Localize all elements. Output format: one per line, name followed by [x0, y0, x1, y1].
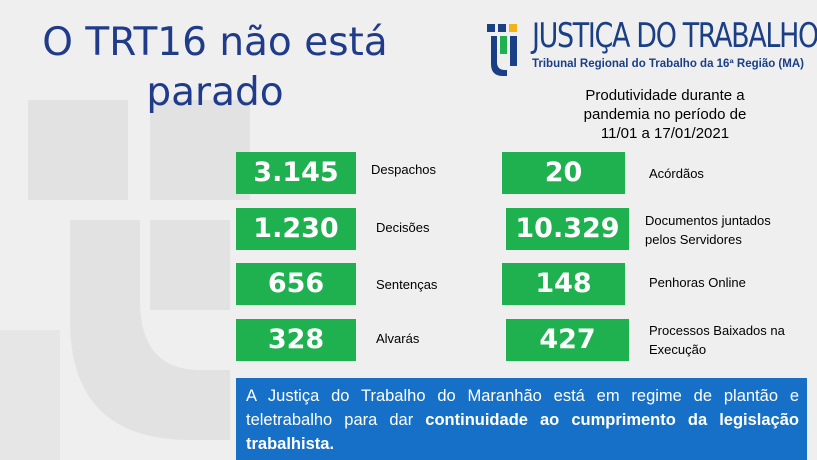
notice-text: A Justiça do Trabalho do Maranhão está e… [246, 387, 799, 429]
stat-label-acordaos: Acórdãos [649, 164, 704, 183]
stat-value-despachos: 3.145 [236, 152, 356, 194]
stat-label-penhoras-line-1: Penhoras Online [649, 275, 746, 290]
stat-value-processos-baixados: 427 [506, 319, 629, 361]
stat-label-documentos-juntados: Documentos juntados pelos Servidores [645, 211, 771, 249]
stat-label-despachos: Despachos [371, 162, 437, 177]
stat-label-acordaos-line-1: Acórdãos [649, 166, 704, 181]
stat-label-processos-line-1: Processos Baixados na [649, 323, 785, 338]
stat-label-processos-line-2: Execução [649, 342, 707, 357]
notice-box: A Justiça do Trabalho do Maranhão está e… [236, 378, 807, 460]
period-line-3: 11/01 a 17/01/2021 [600, 125, 730, 142]
stat-label-documentos-line-1: Documentos juntados [645, 213, 771, 228]
period-line-2: pandemia no período de [583, 106, 747, 123]
notice-text-emphasis: continuidade ao cumprimento da legislaçã… [246, 411, 799, 453]
stat-label-penhoras-online: Penhoras Online [649, 273, 746, 292]
logo-title: JUSTIÇA DO TRABALHO [532, 16, 817, 56]
headline-line-2: parado [146, 70, 284, 115]
stat-label-processos-baixados: Processos Baixados na Execução [649, 321, 785, 359]
justica-do-trabalho-logo: JUSTIÇA DO TRABALHO Tribunal Regional do… [485, 16, 817, 76]
logo-subtitle: Tribunal Regional do Trabalho da 16ª Reg… [532, 58, 804, 70]
stat-value-acordaos: 20 [502, 152, 625, 194]
stat-value-alvaras: 328 [236, 319, 356, 361]
stat-label-decisoes: Decisões [376, 220, 430, 235]
stat-value-decisoes: 1.230 [236, 208, 356, 250]
stat-label-alvaras: Alvarás [376, 331, 420, 346]
period-caption: Produtividade durante a pandemia no perí… [550, 86, 780, 143]
stat-label-documentos-line-2: pelos Servidores [645, 232, 742, 247]
stat-value-sentencas: 656 [236, 263, 356, 305]
stat-label-sentencas: Sentenças [376, 277, 438, 292]
jt-emblem-icon [487, 24, 517, 76]
headline-line-1: O TRT16 não está [42, 20, 388, 65]
page-headline: O TRT16 não está parado [20, 18, 410, 118]
stat-value-documentos-juntados: 10.329 [506, 208, 629, 250]
stat-value-penhoras-online: 148 [502, 263, 625, 305]
period-line-1: Produtividade durante a [585, 87, 745, 104]
